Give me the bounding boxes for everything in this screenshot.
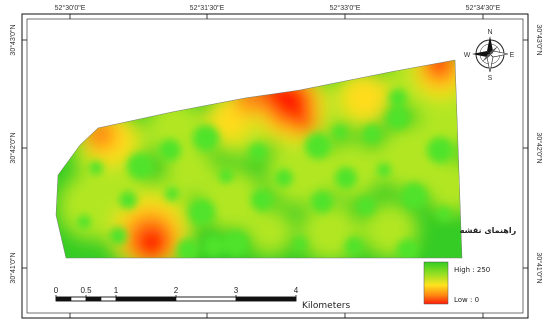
compass-s: S [488, 75, 493, 82]
lat-label-left-1: 30°43'0"N [9, 24, 17, 55]
lat-label-right-1: 30°43'0"N [535, 24, 543, 55]
legend-color-ramp [423, 261, 449, 305]
scale-tick-label: 0 [54, 286, 59, 295]
study-area-raster [56, 60, 462, 258]
graticule-ticks [22, 14, 528, 318]
scale-tick-label: 0.5 [80, 286, 92, 295]
legend-low-label: Low : 0 [454, 296, 479, 304]
lat-label-right-3: 30°41'0"N [535, 252, 543, 283]
study-area-outline [55, 59, 463, 259]
legend-high-label: High : 250 [454, 266, 490, 274]
north-arrow-icon: N S E W [464, 29, 515, 82]
scale-unit-label: Kilometers [302, 301, 350, 311]
scale-bar: 0 0.5 1 2 3 4 [54, 286, 299, 302]
scale-tick-label: 4 [294, 286, 299, 295]
compass-e: E [510, 52, 515, 59]
scale-tick-label: 3 [234, 286, 239, 295]
legend: راهنمای نقشه High : 250 Low : 0 [423, 226, 517, 305]
map-inner-frame [26, 18, 524, 314]
lon-label-3: 52°33'0"E [330, 4, 361, 12]
lon-label-4: 52°34'30"E [466, 4, 501, 12]
compass-w: W [464, 52, 471, 59]
lat-label-left-2: 30°42'0"N [9, 132, 17, 163]
lat-label-left-3: 30°41'0"N [9, 252, 17, 283]
compass-n: N [487, 29, 492, 36]
lon-label-2: 52°31'30"E [190, 4, 225, 12]
scale-tick-label: 2 [174, 286, 179, 295]
lat-label-right-2: 30°42'0"N [535, 132, 543, 163]
lon-label-1: 52°30'0"E [55, 4, 86, 12]
legend-title: راهنمای نقشه [460, 226, 517, 235]
scale-tick-label: 1 [114, 286, 119, 295]
spot-layer [77, 89, 453, 258]
